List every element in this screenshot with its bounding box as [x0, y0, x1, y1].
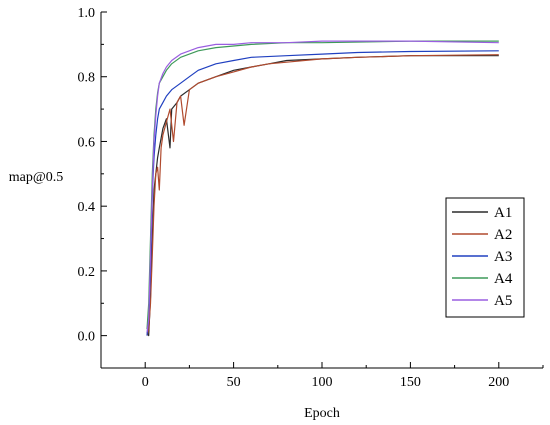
series-line-a1: [146, 55, 499, 337]
y-axis-title: map@0.5: [9, 170, 64, 185]
legend-label-a1: A1: [494, 205, 512, 221]
y-tick-label: 0.6: [78, 135, 96, 150]
legend-box: [445, 197, 525, 318]
series-line-a2: [146, 54, 499, 336]
y-tick-label: 0.4: [78, 200, 96, 215]
x-axis-title: Epoch: [304, 406, 340, 421]
y-axis: 0.0 0.2 0.4 0.6 0.8 1.0: [78, 6, 107, 369]
y-tick-label: 0.8: [78, 71, 96, 86]
legend: A1 A2 A3 A4 A5: [445, 197, 525, 318]
y-tick-label: 1.0: [78, 6, 96, 21]
legend-label-a3: A3: [494, 249, 512, 265]
y-tick-label: 0.2: [78, 265, 96, 280]
x-tick-label: 100: [312, 375, 333, 390]
legend-label-a5: A5: [494, 293, 512, 309]
x-tick-label: 0: [142, 375, 149, 390]
x-tick-label: 200: [488, 375, 509, 390]
legend-label-a4: A4: [494, 271, 513, 287]
x-tick-label: 50: [227, 375, 241, 390]
legend-label-a2: A2: [494, 227, 512, 243]
series-layer: [146, 40, 499, 337]
x-axis: 0 50 100 150 200: [100, 362, 544, 390]
x-tick-label: 150: [400, 375, 421, 390]
y-tick-label: 0.0: [78, 330, 96, 345]
series-line-a5: [146, 40, 499, 333]
